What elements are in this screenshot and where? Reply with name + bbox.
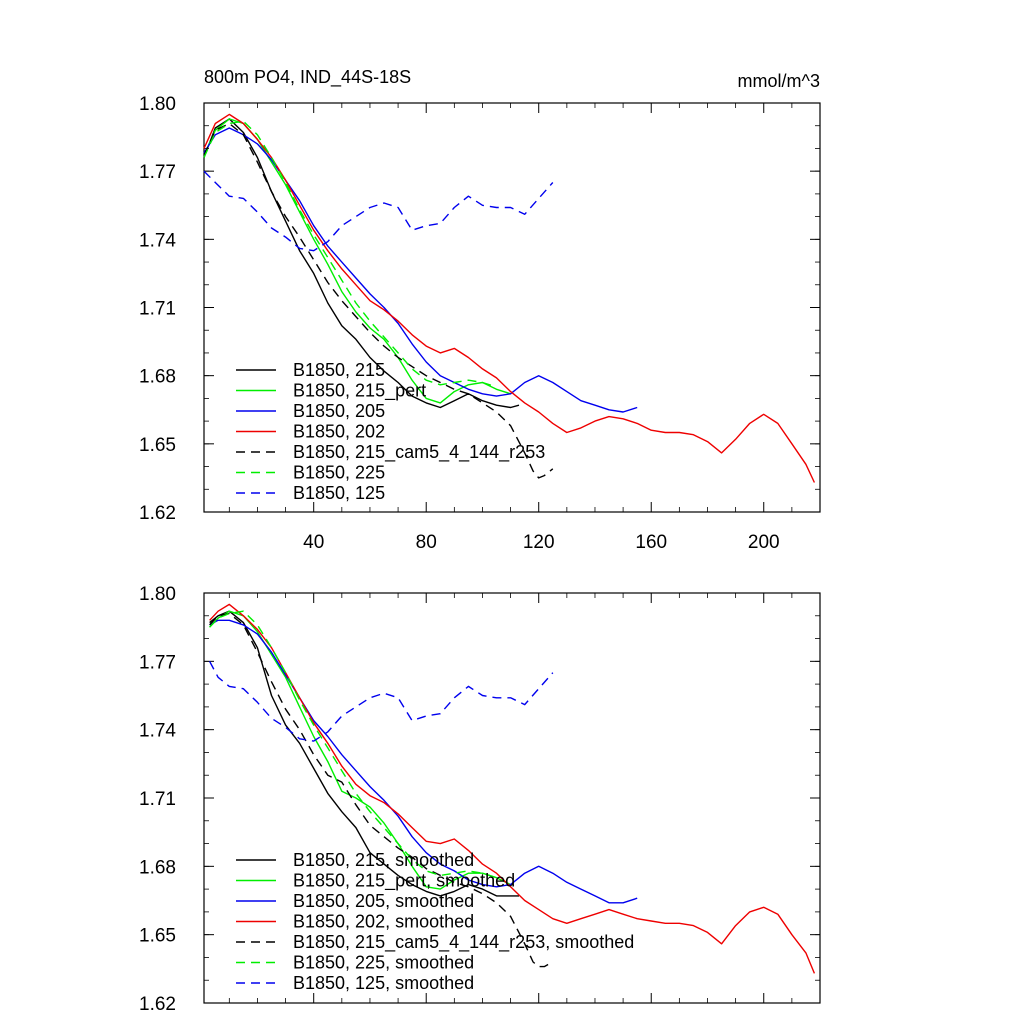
legend-label: B1850, 202	[293, 422, 385, 442]
series-line-1	[209, 610, 511, 890]
legend-label: B1850, 215	[293, 360, 385, 380]
y-tick-label: 1.68	[139, 367, 176, 388]
unit-label: mmol/m^3	[738, 71, 820, 91]
series-line-3	[203, 113, 816, 483]
y-tick-label: 1.65	[139, 435, 176, 456]
legend-label: B1850, 215_cam5_4_144_r253	[293, 442, 545, 463]
x-tick-label: 80	[416, 532, 437, 553]
series-line-3	[209, 603, 816, 974]
legend-label: B1850, 215_pert, smoothed	[293, 871, 515, 892]
legend-label: B1850, 205	[293, 401, 385, 421]
legend-label: B1850, 125	[293, 483, 385, 503]
figure-title: 800m PO4, IND_44S-18S	[204, 67, 411, 88]
series-line-2	[203, 127, 638, 413]
x-tick-label: 200	[748, 532, 780, 553]
legend-label: B1850, 205, smoothed	[293, 891, 474, 911]
y-tick-label: 1.80	[139, 584, 176, 605]
y-tick-label: 1.74	[139, 230, 176, 251]
x-tick-label: 120	[523, 532, 555, 553]
y-tick-label: 1.77	[139, 652, 176, 673]
legend-label: B1850, 215_pert	[293, 381, 426, 402]
series-line-5	[209, 610, 497, 879]
y-tick-label: 1.71	[139, 789, 176, 810]
series-line-4	[209, 612, 554, 968]
series-line-0	[203, 118, 520, 409]
legend-label: B1850, 215_cam5_4_144_r253, smoothed	[293, 932, 634, 953]
y-tick-label: 1.62	[139, 994, 176, 1015]
legend-label: B1850, 202, smoothed	[293, 912, 474, 932]
y-tick-label: 1.68	[139, 857, 176, 878]
x-tick-label: 160	[635, 532, 667, 553]
y-tick-label: 1.62	[139, 503, 176, 524]
x-tick-label: 40	[303, 532, 324, 553]
y-tick-label: 1.77	[139, 162, 176, 183]
series-line-5	[203, 120, 497, 388]
series-line-6	[208, 660, 554, 742]
legend-label: B1850, 225	[293, 463, 385, 483]
y-tick-label: 1.71	[139, 299, 176, 320]
top-panel: 1.80 1.77 1.74 1.71 1.68 1.65 1.62 40 80 120 160 20…	[139, 94, 821, 553]
y-tick-label: 1.65	[139, 926, 176, 947]
y-tick-label: 1.80	[139, 94, 176, 115]
series-line-2	[209, 619, 638, 904]
series-line-0	[209, 610, 519, 897]
series-line-4	[203, 122, 554, 479]
legend-label: B1850, 125, smoothed	[293, 973, 474, 993]
y-tick-label: 1.74	[139, 721, 176, 742]
legend-label: B1850, 225, smoothed	[293, 953, 474, 973]
series-line-6	[203, 170, 554, 252]
legend-label: B1850, 215, smoothed	[293, 850, 474, 870]
bottom-panel: 1.80 1.77 1.74 1.71 1.68 1.65 1.62 B1850, 215, …	[139, 584, 821, 1015]
